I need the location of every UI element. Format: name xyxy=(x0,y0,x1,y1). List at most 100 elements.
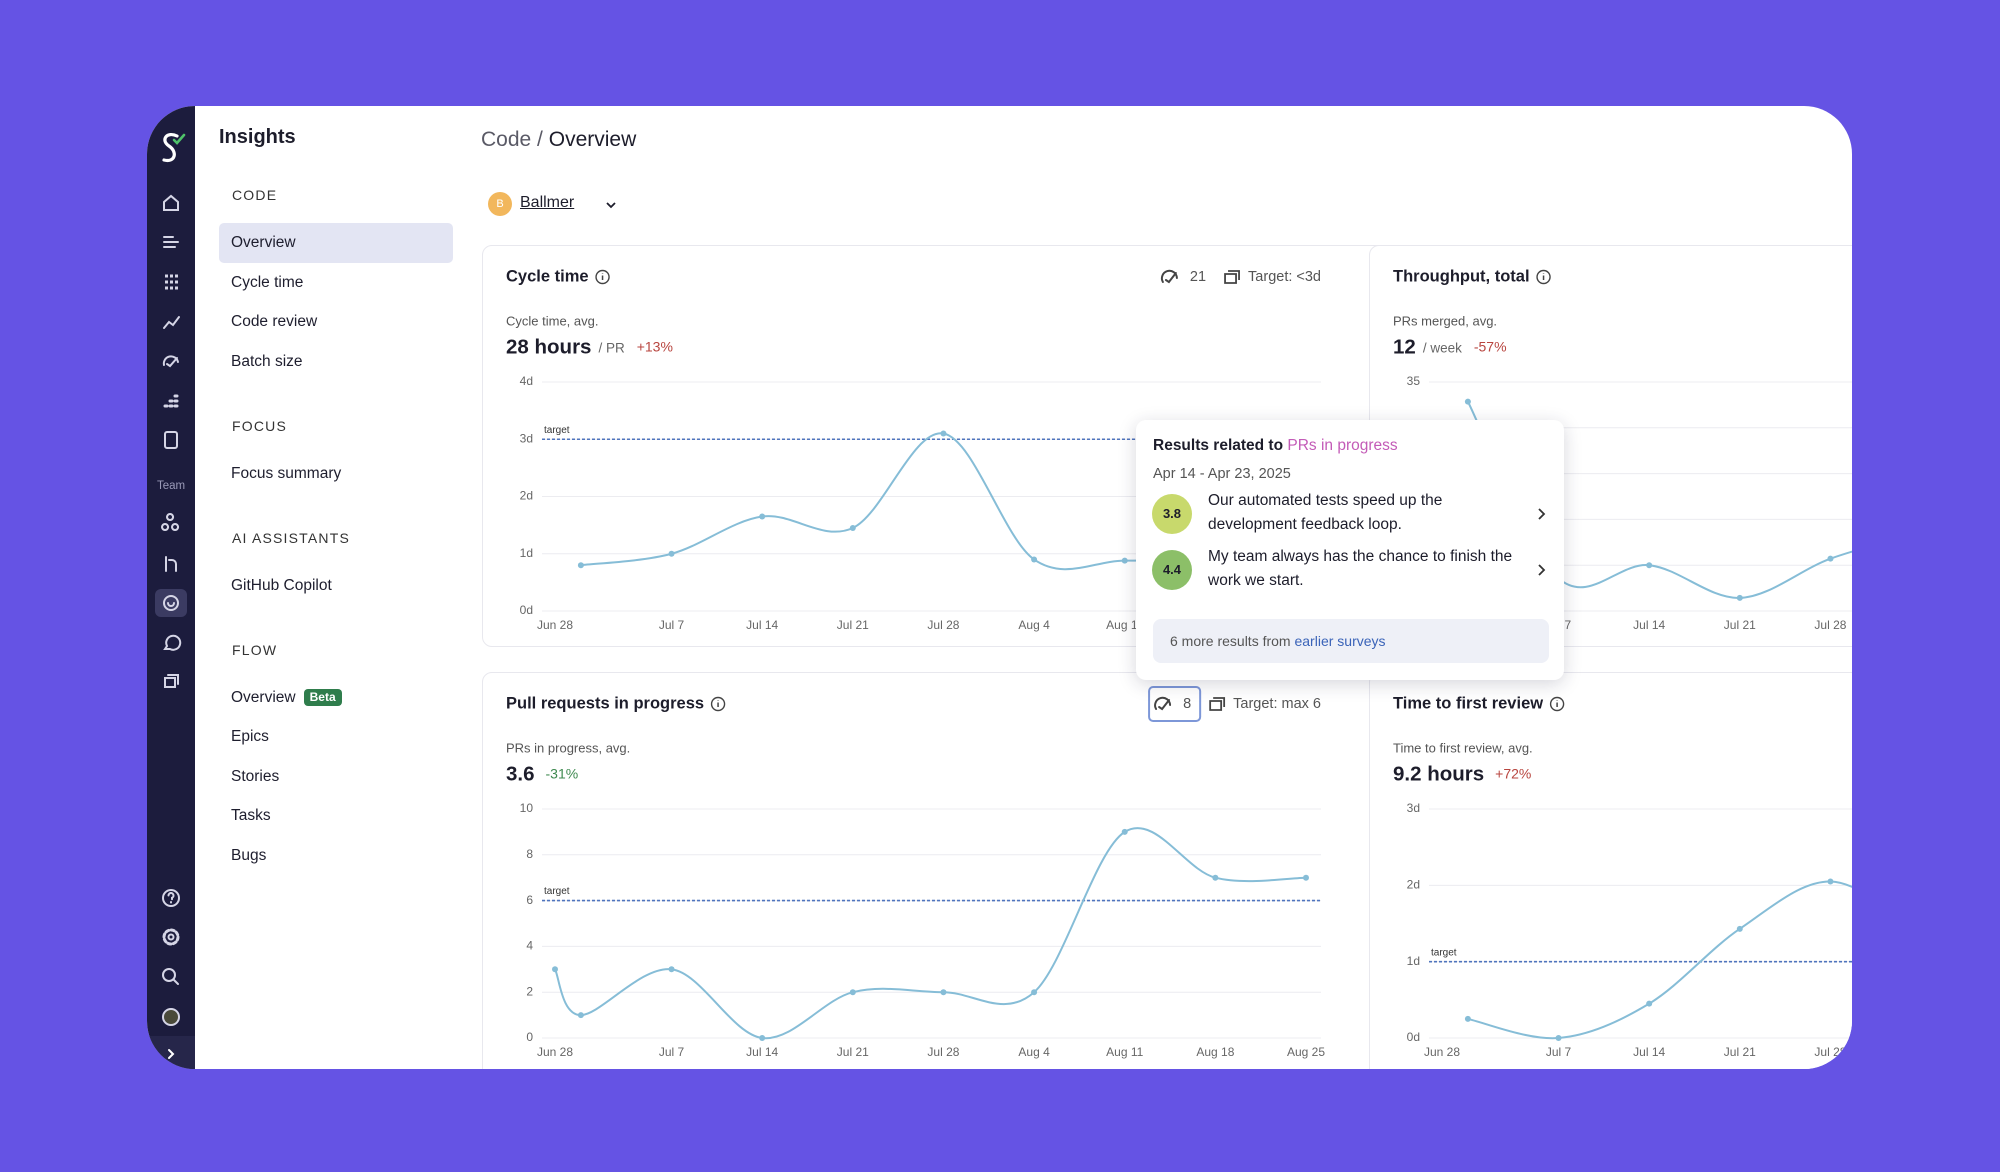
x-tick-label: Aug 18 xyxy=(1196,1045,1234,1059)
x-tick-label: Aug 4 xyxy=(1018,618,1050,632)
pr-icon[interactable] xyxy=(165,556,177,572)
footer-link[interactable]: earlier surveys xyxy=(1294,633,1386,649)
section-heading: FLOW xyxy=(232,641,278,658)
score-badge: 4.4 xyxy=(1152,550,1192,590)
breadcrumb-item[interactable]: Code xyxy=(481,128,532,151)
user-avatar[interactable] xyxy=(162,1008,180,1026)
timeline-icon[interactable] xyxy=(163,236,179,248)
survey-tooltip: Results related to PRs in progress Apr 1… xyxy=(1136,420,1564,680)
nav-item[interactable]: Focus summary xyxy=(219,454,453,494)
y-tick-label: 3d xyxy=(520,431,533,445)
metric-label: PRs merged, avg. xyxy=(1393,313,1497,328)
survey-highlight[interactable] xyxy=(1148,686,1202,722)
nav-item[interactable]: Epics xyxy=(219,717,453,757)
target-icon xyxy=(1209,697,1226,711)
tooltip-title-link[interactable]: PRs in progress xyxy=(1287,437,1398,454)
result-text: My team always has the chance to finish … xyxy=(1208,548,1513,589)
data-point xyxy=(759,1035,766,1041)
grid-icon[interactable] xyxy=(165,274,178,290)
trend-icon[interactable] xyxy=(163,316,180,329)
y-tick-label: 0d xyxy=(1407,1030,1420,1044)
rail-icons[interactable] xyxy=(155,194,187,1059)
home-icon[interactable] xyxy=(163,194,179,211)
x-tick-label: Jul 28 xyxy=(1814,1045,1846,1059)
settings-hub xyxy=(167,933,175,941)
metric-unit: / week xyxy=(1423,341,1462,356)
nav-rail: Team xyxy=(147,106,195,1069)
data-point xyxy=(1212,874,1219,881)
card-chart: Pull requests in progress Target: max 6 8 P… xyxy=(506,686,1325,1059)
x-tick-label: Jul 21 xyxy=(1724,618,1756,632)
search-icon[interactable] xyxy=(162,968,179,985)
focus-icon[interactable] xyxy=(163,595,180,611)
survey-icon xyxy=(1154,696,1172,711)
survey-result[interactable]: 4.4 My team always has the chance to fini… xyxy=(1136,540,1564,600)
data-point xyxy=(849,524,856,531)
metric-change: +72% xyxy=(1495,766,1531,782)
metric-label: PRs in progress, avg. xyxy=(506,740,630,755)
stack-icon[interactable] xyxy=(164,674,179,688)
nav-item[interactable]: Code review xyxy=(219,302,453,342)
nav-label: Tasks xyxy=(231,807,271,824)
badge: Beta xyxy=(303,688,342,706)
y-tick-label: 3d xyxy=(1407,801,1420,815)
info-icon[interactable] xyxy=(1549,696,1565,712)
rail-bg xyxy=(147,106,195,1069)
card-chart: Cycle time Target: <3d 21 Cycle time, avg. 2… xyxy=(506,267,1325,632)
section-heading: CODE xyxy=(232,187,278,203)
calc-icon[interactable] xyxy=(164,431,178,449)
nav-item[interactable]: Batch size xyxy=(219,342,453,382)
people-icon[interactable] xyxy=(161,513,180,531)
data-point xyxy=(1736,925,1743,932)
survey-result[interactable]: 3.8 Our automated tests speed up the deve… xyxy=(1136,484,1564,544)
data-point xyxy=(552,966,558,973)
survey-icon xyxy=(1160,269,1178,284)
info-icon[interactable] xyxy=(595,269,610,285)
nav-item[interactable]: Tasks xyxy=(219,796,453,836)
tooltip-footer[interactable]: 6 more results from earlier surveys xyxy=(1153,619,1549,663)
settings-icon[interactable] xyxy=(162,928,180,946)
survey-icon[interactable] xyxy=(162,355,179,368)
y-tick-label: 2d xyxy=(1407,878,1420,892)
nav-item[interactable]: GitHub Copilot xyxy=(219,566,453,606)
target-icon xyxy=(1224,270,1240,284)
x-tick-label: Jul 28 xyxy=(927,618,959,632)
nav-item[interactable]: Bugs xyxy=(219,836,453,876)
card-title: Time to first review xyxy=(1393,694,1543,712)
chevron-path xyxy=(1538,564,1546,576)
section-heading: AI ASSISTANTS xyxy=(232,529,351,546)
nav-item[interactable]: Cycle time xyxy=(219,263,453,303)
card-title: Cycle time xyxy=(506,267,589,285)
x-tick-label: Aug 25 xyxy=(1287,1045,1325,1059)
info-icon[interactable] xyxy=(710,696,726,712)
x-tick-label: Jul 21 xyxy=(1724,1045,1756,1059)
nav-item[interactable]: Overview Beta xyxy=(219,678,453,718)
chevron-path xyxy=(1538,508,1546,520)
steps-icon[interactable] xyxy=(163,394,179,408)
help-icon[interactable] xyxy=(162,889,180,907)
metric-value: 28 hours xyxy=(506,335,591,358)
nav-item[interactable]: Stories xyxy=(219,757,453,797)
tooltip-date: Apr 14 - Apr 23, 2025 xyxy=(1153,466,1291,482)
metric-change: +13% xyxy=(637,339,673,355)
breadcrumb-current: Overview xyxy=(548,128,637,151)
breadcrumb: Code / Overview xyxy=(481,128,636,152)
data-point xyxy=(759,513,766,520)
chat-icon[interactable] xyxy=(163,634,182,651)
logo xyxy=(162,133,186,163)
tooltip-title: Results related to PRs in progress xyxy=(1153,437,1398,455)
team-selector[interactable]: Ballmer xyxy=(520,194,575,211)
metric-unit: / PR xyxy=(598,341,625,356)
nav-item[interactable]: Overview xyxy=(219,223,453,263)
data-point xyxy=(1827,555,1834,562)
x-tick-label: Jul 14 xyxy=(746,618,778,632)
x-tick-label: Jul 21 xyxy=(837,618,869,632)
y-tick-label: 6 xyxy=(526,893,533,907)
data-point xyxy=(1464,1015,1471,1022)
expand-icon[interactable] xyxy=(168,1049,175,1059)
help-mark xyxy=(167,892,175,904)
rail-selected[interactable] xyxy=(155,589,187,617)
team-chevron[interactable] xyxy=(605,199,617,211)
info-icon[interactable] xyxy=(1536,269,1551,285)
